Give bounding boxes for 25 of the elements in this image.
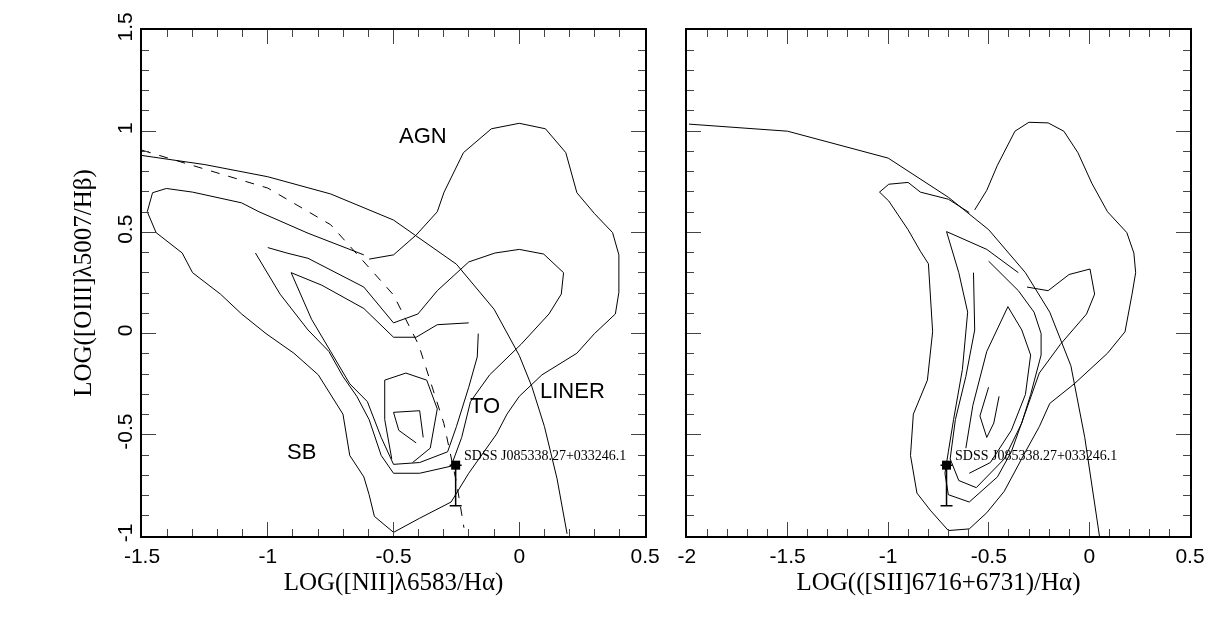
x-tick-label: -1 (258, 544, 278, 568)
y-axis-title: LOG([OIII]λ5007/Hβ) (68, 169, 97, 397)
y-tick-label: 1.5 (112, 12, 136, 42)
x-tick-label: -1 (878, 544, 898, 568)
annotation: AGN (399, 123, 447, 148)
y-tick-label: -0.5 (112, 413, 136, 450)
annotation: SDSS J085338.27+033246.1 (464, 448, 627, 463)
y-tick-label: 0 (112, 324, 136, 337)
y-tick-label: 1 (112, 122, 136, 134)
x-tick-label: -2 (677, 544, 697, 568)
y-tick-label: 0.5 (112, 214, 136, 244)
annotation: SB (287, 439, 317, 464)
x-tick-label: 0 (1083, 544, 1096, 568)
x-tick-label: 0 (513, 544, 526, 568)
x-tick-label: -0.5 (375, 544, 412, 568)
x-tick-label: -0.5 (970, 544, 1007, 568)
x-tick-label: -1.5 (769, 544, 806, 568)
y-tick-label: -1 (112, 523, 136, 543)
x-tick-label: 0.5 (630, 544, 660, 568)
annotation: LINER (540, 378, 605, 403)
x-axis-title: LOG([NII]λ6583/Hα) (283, 567, 504, 596)
annotation: TO (470, 393, 501, 418)
x-tick-label: -1.5 (123, 544, 161, 568)
x-tick-label: 0.5 (1175, 544, 1205, 568)
x-axis-title: LOG(([SII]6716+6731)/Hα) (796, 567, 1081, 596)
